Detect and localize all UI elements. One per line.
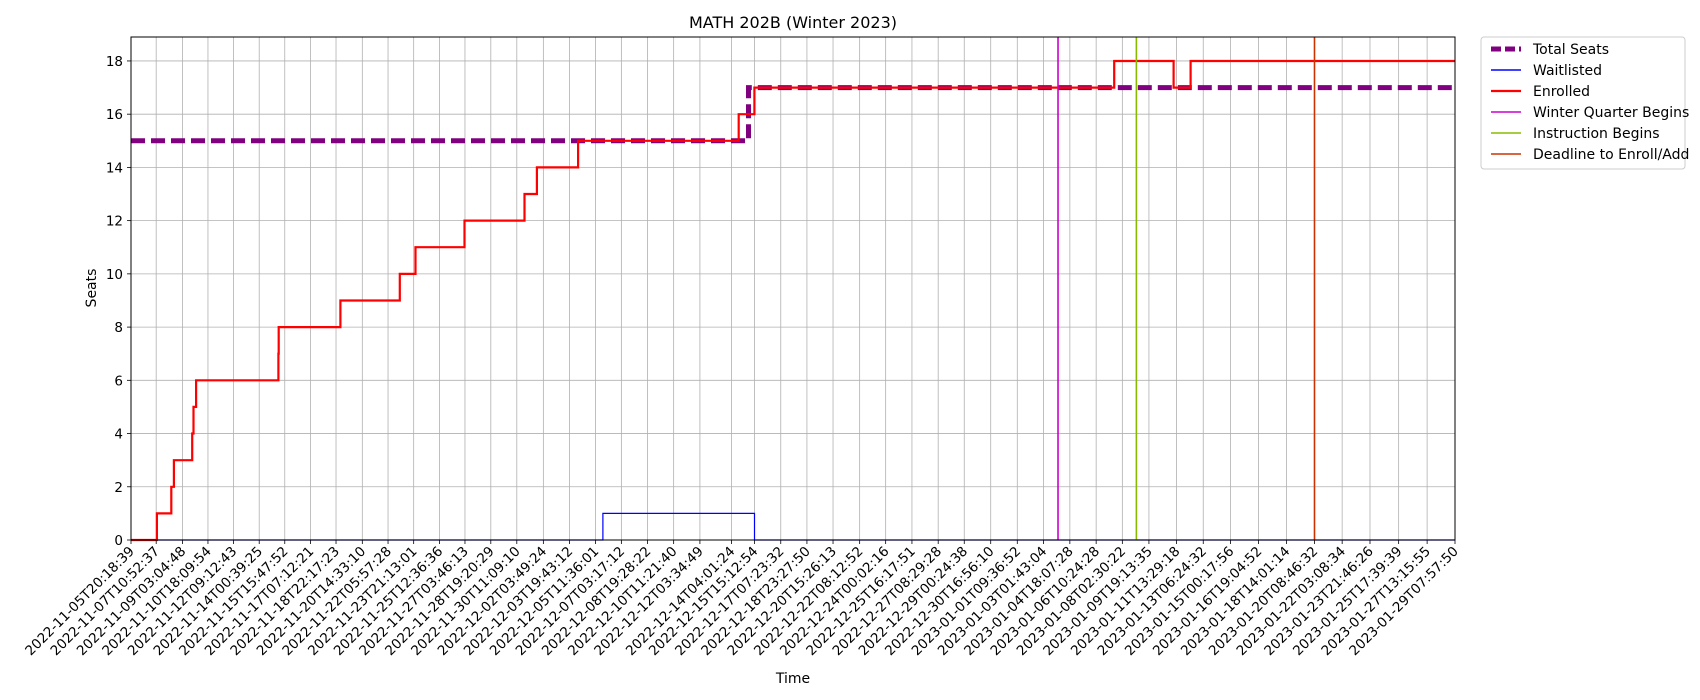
y-axis-ticks: 0 2 4 6 8 10 12 14 16 18 <box>106 54 131 549</box>
series-line-waitlisted <box>131 512 1455 541</box>
y-tick-label: 18 <box>106 54 123 70</box>
series-layer <box>131 37 1455 542</box>
y-tick-label: 4 <box>114 427 123 443</box>
legend-label: Instruction Begins <box>1533 126 1660 142</box>
legend-label: Waitlisted <box>1533 63 1602 79</box>
legend: Total Seats Waitlisted Enrolled Winter Quar… <box>1480 36 1689 170</box>
y-axis-label: Seats <box>84 269 100 308</box>
legend-label: Winter Quarter Begins <box>1533 105 1689 121</box>
legend-label: Enrolled <box>1533 84 1590 100</box>
y-tick-label: 16 <box>106 107 123 123</box>
y-tick-label: 6 <box>114 373 123 389</box>
plot-frame <box>130 36 1456 541</box>
y-tick-label: 12 <box>106 214 123 230</box>
legend-frame <box>1480 36 1686 170</box>
x-axis-label: Time <box>775 671 810 687</box>
x-axis-ticks: 2022-11-05T20:18:392022-11-07T10:52:3720… <box>22 540 1462 659</box>
grid <box>130 37 1456 541</box>
series-line-enrolled <box>131 59 1455 542</box>
legend-label: Deadline to Enroll/Add <box>1533 147 1689 163</box>
y-tick-label: 0 <box>114 533 123 549</box>
y-tick-label: 8 <box>114 320 123 336</box>
chart-title: MATH 202B (Winter 2023) <box>689 13 897 32</box>
y-tick-label: 14 <box>106 160 123 176</box>
y-tick-label: 10 <box>106 267 123 283</box>
legend-label: Total Seats <box>1532 42 1609 58</box>
y-tick-label: 2 <box>114 480 123 496</box>
